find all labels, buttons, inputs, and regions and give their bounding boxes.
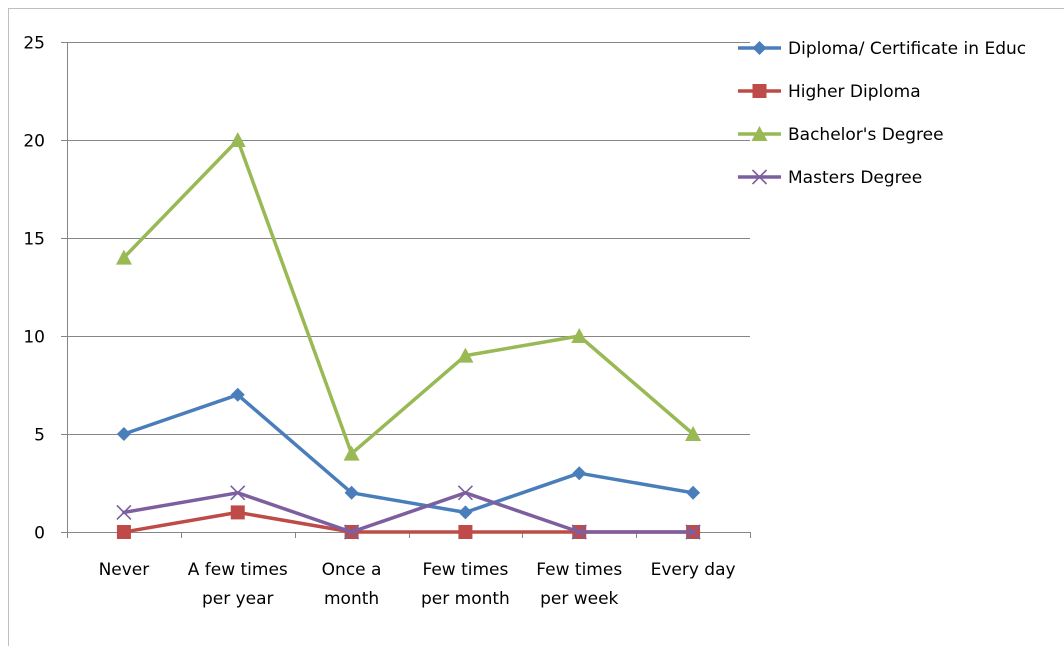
data-point [116,427,131,441]
series-line [122,393,695,515]
data-point [457,485,473,501]
x-tick-label: Never [99,560,150,580]
data-point [457,347,474,363]
y-tick-label: 5 [34,426,45,446]
x-tick-label: Once a month [322,560,382,609]
data-point [116,504,132,520]
data-point [458,505,473,520]
data-point [685,524,701,540]
data-point [572,466,587,481]
series-3 [115,132,702,461]
data-point [343,445,360,461]
series-4 [116,485,701,540]
y-tick-label: 20 [23,132,45,152]
legend-swatch-marker [751,126,768,141]
legend-swatch-marker [751,169,768,185]
y-tick-label: 10 [23,328,45,348]
x-tick-label: Few times per week [536,560,622,609]
legend-item: Bachelor's Degree [738,125,944,145]
data-point [230,485,246,501]
series-line [122,138,695,456]
legend-item: Higher Diploma [738,82,921,102]
y-tick-label: 15 [23,230,45,250]
series-line [122,510,695,534]
axes [61,42,751,538]
x-tick-label: Few times per month [421,560,510,609]
data-point [686,485,701,500]
data-point [344,524,360,540]
data-point [571,524,587,540]
series-lines [115,132,702,540]
data-point [115,249,132,265]
legend-label: Higher Diploma [788,82,921,102]
x-tick-label: Every day [651,560,736,580]
data-point [230,505,245,520]
data-point [230,387,245,402]
legend-label: Masters Degree [788,168,922,188]
data-point [458,525,473,539]
gridlines [67,42,750,435]
x-tick-labels: Never A few times per year Once a month Few t… [99,560,736,609]
y-tick-labels: 0 5 10 15 20 25 [23,34,45,544]
data-point [571,328,588,343]
y-tick-label: 25 [23,34,45,54]
legend-item: Masters Degree [738,168,922,188]
legend-swatch-marker [752,84,767,98]
series-2 [116,505,701,539]
x-tick-label: A few times per year [188,560,288,609]
data-point [344,485,359,500]
data-point [685,426,702,441]
legend-label: Bachelor's Degree [788,125,944,145]
y-tick-label: 0 [34,524,45,544]
legend-swatch-marker [752,41,767,55]
data-point [229,132,246,147]
data-point [116,525,131,539]
legend-label: Diploma/ Certificate in Educ [788,39,1026,59]
legend-item: Diploma/ Certificate in Educ [738,39,1026,59]
series-1 [116,387,701,520]
series-line [122,491,695,534]
legend: Diploma/ Certificate in Educ Higher Diplo… [738,39,1026,188]
